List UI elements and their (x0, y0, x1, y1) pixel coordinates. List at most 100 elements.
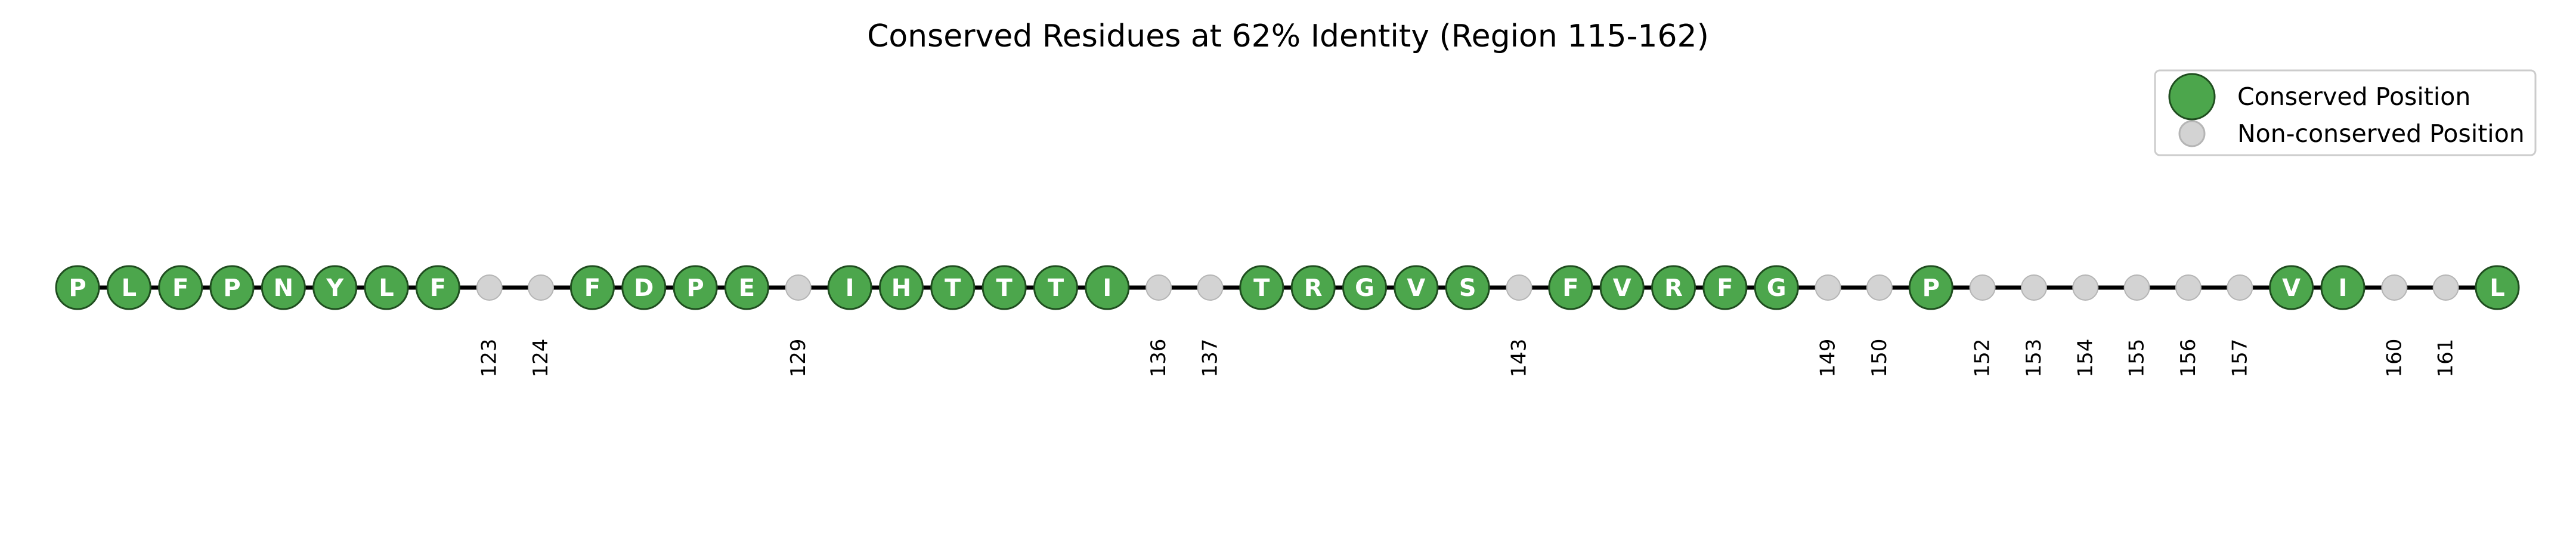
nonconserved-marker-149 (1815, 274, 1841, 301)
residue-label-115: P (69, 274, 86, 302)
residue-label-140: G (1355, 274, 1374, 302)
residue-label-116: L (122, 274, 137, 302)
residue-label-121: L (379, 274, 394, 302)
conserved-marker-132 (930, 265, 976, 310)
residue-label-117: F (172, 274, 188, 302)
conserved-marker-146 (1651, 265, 1696, 310)
legend-frame (2154, 69, 2537, 156)
residue-label-147: F (1717, 274, 1733, 302)
position-label-149: 149 (1816, 339, 1840, 378)
position-label-161: 161 (2434, 339, 2458, 378)
position-label-123: 123 (478, 339, 501, 378)
residue-label-134: T (1048, 274, 1064, 302)
legend-conserved-label: Conserved Position (2237, 82, 2470, 111)
nonconserved-marker-136 (1145, 274, 1172, 301)
residue-label-119: N (274, 274, 293, 302)
nonconserved-marker-153 (2020, 274, 2047, 301)
conserved-marker-145 (1599, 265, 1645, 310)
residue-label-125: F (584, 274, 600, 302)
position-label-153: 153 (2022, 339, 2046, 378)
conserved-marker-121 (364, 265, 409, 310)
conserved-marker-119 (261, 265, 306, 310)
conserved-marker-138 (1239, 265, 1284, 310)
nonconserved-marker-123 (476, 274, 503, 301)
position-label-143: 143 (1507, 339, 1531, 378)
residue-label-130: I (846, 274, 854, 302)
residue-label-138: T (1253, 274, 1270, 302)
conserved-marker-133 (982, 265, 1027, 310)
nonconserved-marker-137 (1197, 274, 1224, 301)
position-label-155: 155 (2125, 339, 2149, 378)
conserved-marker-148 (1754, 265, 1799, 310)
position-label-136: 136 (1147, 339, 1171, 378)
conserved-marker-151 (1908, 265, 1953, 310)
nonconserved-marker-161 (2432, 274, 2459, 301)
legend: Conserved Position Non-conserved Positio… (2154, 69, 2537, 156)
conserved-marker-130 (827, 265, 872, 310)
conserved-marker-134 (1033, 265, 1078, 310)
residue-label-141: V (1407, 274, 1425, 302)
conserved-marker-147 (1702, 265, 1748, 310)
nonconserved-marker-150 (1866, 274, 1893, 301)
conserved-marker-144 (1548, 265, 1593, 310)
residue-label-148: G (1767, 274, 1787, 302)
nonconserved-marker-154 (2072, 274, 2099, 301)
residue-label-139: R (1304, 274, 1323, 302)
position-labels: 123 124 129 136 137 143 149 150 152 153 154 155 156 1… (478, 339, 2458, 378)
residue-label-142: S (1459, 274, 1476, 302)
residue-label-133: T (996, 274, 1013, 302)
residue-label-132: T (945, 274, 961, 302)
conserved-marker-142 (1445, 265, 1490, 310)
residue-label-159: I (2339, 274, 2348, 302)
residue-label-144: F (1562, 274, 1578, 302)
nonconserved-marker-157 (2227, 274, 2253, 301)
legend-conserved-marker (2168, 73, 2216, 121)
position-label-160: 160 (2382, 339, 2406, 378)
conserved-marker-139 (1290, 265, 1336, 310)
residue-label-118: P (223, 274, 240, 302)
nonconserved-marker-160 (2381, 274, 2408, 301)
conserved-marker-141 (1394, 265, 1439, 310)
nonconserved-marker-124 (528, 274, 555, 301)
position-label-156: 156 (2176, 339, 2200, 378)
residue-label-145: V (1613, 274, 1631, 302)
conserved-marker-159 (2320, 265, 2366, 310)
residue-label-128: E (739, 274, 755, 302)
conserved-marker-122 (415, 265, 460, 310)
position-label-150: 150 (1868, 339, 1891, 378)
legend-nonconserved-marker (2178, 120, 2206, 147)
residue-label-126: D (634, 274, 654, 302)
position-label-129: 129 (787, 339, 810, 378)
nonconserved-marker-156 (2175, 274, 2202, 301)
residue-label-131: H (891, 274, 911, 302)
conserved-marker-118 (209, 265, 255, 310)
residue-label-162: L (2490, 274, 2505, 302)
conserved-marker-131 (878, 265, 924, 310)
position-label-154: 154 (2073, 339, 2097, 378)
conserved-marker-125 (569, 265, 615, 310)
chart-title: Conserved Residues at 62% Identity (Regi… (867, 18, 1709, 54)
residue-label-146: R (1664, 274, 1683, 302)
position-label-152: 152 (1971, 339, 1995, 378)
residue-label-120: Y (326, 274, 344, 302)
legend-nonconserved-label: Non-conserved Position (2237, 119, 2525, 148)
position-label-157: 157 (2228, 339, 2252, 378)
conserved-marker-120 (312, 265, 358, 310)
position-label-124: 124 (529, 339, 553, 378)
conserved-marker-140 (1342, 265, 1388, 310)
residue-label-122: F (430, 274, 446, 302)
conserved-marker-117 (158, 265, 203, 310)
nonconserved-marker-152 (1969, 274, 1996, 301)
conserved-marker-135 (1085, 265, 1130, 310)
conserved-marker-128 (724, 265, 769, 310)
residue-label-151: P (1922, 274, 1940, 302)
residue-label-135: I (1103, 274, 1111, 302)
nonconserved-marker-155 (2123, 274, 2150, 301)
conserved-marker-127 (673, 265, 718, 310)
residue-label-127: P (686, 274, 704, 302)
conserved-marker-115 (55, 265, 100, 310)
conserved-marker-116 (106, 265, 151, 310)
conserved-marker-158 (2269, 265, 2314, 310)
